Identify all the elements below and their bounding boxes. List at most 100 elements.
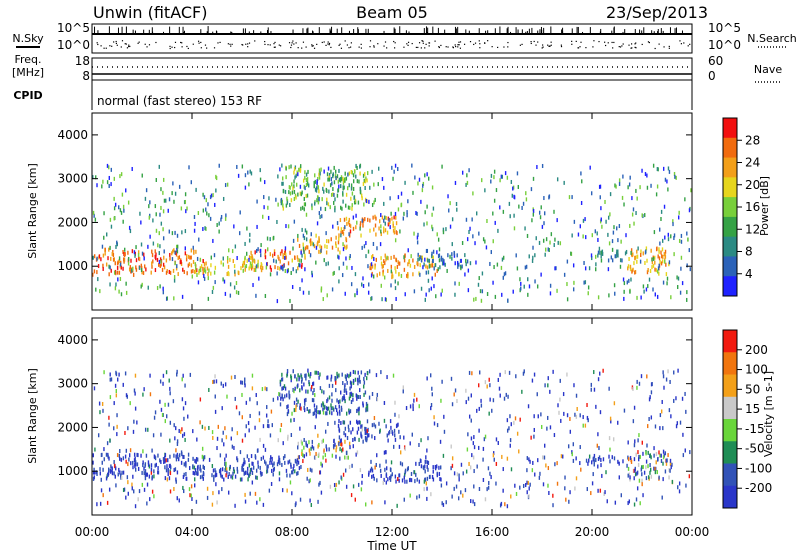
power-point: [350, 186, 353, 191]
velocity-point: [348, 410, 350, 415]
power-point: [391, 275, 393, 280]
velocity-point: [315, 370, 318, 375]
velocity-point: [236, 431, 239, 436]
velocity-point: [215, 472, 218, 477]
noise-search-dot: [328, 42, 331, 45]
velocity-point: [131, 486, 133, 491]
power-point: [244, 173, 247, 178]
power-point: [372, 241, 375, 246]
noise-search-dot: [103, 47, 105, 49]
power-point: [540, 272, 542, 277]
power-point: [130, 258, 132, 263]
power-point: [194, 221, 196, 226]
power-point: [155, 177, 158, 182]
power-point: [500, 174, 503, 179]
velocity-point: [528, 457, 530, 462]
velocity-point: [214, 409, 217, 414]
velocity-point: [144, 469, 147, 474]
velocity-point: [244, 383, 246, 388]
velocity-point: [301, 377, 303, 382]
velocity-point: [214, 394, 216, 399]
velocity-point: [164, 459, 166, 464]
power-point: [107, 256, 109, 261]
velocity-point: [159, 399, 161, 404]
velocity-point: [160, 407, 163, 412]
power-point: [356, 291, 358, 296]
power-point: [598, 246, 601, 251]
power-point: [116, 265, 119, 270]
power-point: [355, 213, 357, 218]
power-point: [466, 237, 469, 242]
velocity-point: [220, 473, 222, 478]
velocity-point: [299, 426, 301, 431]
power-point: [238, 231, 241, 236]
cpid-label: CPID: [13, 89, 42, 102]
velocity-point: [103, 457, 105, 462]
velocity-point: [225, 465, 227, 470]
noise-search-dot: [571, 43, 573, 45]
power-point: [210, 263, 212, 268]
noise-series: [92, 26, 692, 50]
power-point: [236, 256, 238, 261]
power-point: [193, 228, 196, 233]
power-point: [334, 197, 336, 202]
velocity-point: [662, 455, 665, 460]
velocity-point: [599, 410, 602, 415]
velocity-point: [356, 396, 358, 401]
velocity-point: [348, 441, 351, 446]
velocity-point: [371, 392, 374, 397]
velocity-point: [346, 455, 348, 460]
power-point: [216, 223, 218, 228]
velocity-point: [667, 369, 669, 374]
power-point: [540, 205, 542, 210]
power-point: [154, 268, 157, 273]
power-point: [380, 229, 382, 234]
power-point: [259, 248, 262, 253]
velocity-point: [134, 460, 137, 465]
power-point: [406, 213, 408, 218]
velocity-point: [659, 426, 661, 431]
power-point: [205, 226, 207, 231]
power-point: [664, 249, 667, 254]
velocity-point: [370, 459, 372, 464]
velocity-point: [293, 389, 295, 394]
velocity-point: [415, 461, 417, 466]
power-point: [631, 212, 634, 217]
noise-search-dot: [373, 46, 375, 48]
velocity-point: [317, 444, 319, 449]
velocity-point: [234, 396, 236, 401]
velocity-point: [364, 390, 367, 395]
velocity-point: [418, 494, 421, 499]
power-point: [326, 197, 328, 202]
velocity-point: [368, 395, 371, 400]
velocity-point: [296, 471, 298, 476]
velocity-point: [451, 463, 454, 468]
power-point: [122, 219, 124, 224]
power-point: [104, 247, 106, 252]
power-point: [588, 266, 591, 271]
velocity-point: [460, 462, 463, 467]
power-point: [432, 255, 434, 260]
velocity-point: [462, 471, 464, 476]
noise-search-dot: [618, 46, 620, 48]
velocity-point: [309, 467, 312, 472]
velocity-point: [254, 491, 257, 496]
power-point: [541, 163, 544, 168]
power-point: [303, 207, 305, 212]
velocity-colorbar-tick-label: -200: [745, 481, 772, 495]
velocity-point: [277, 396, 279, 401]
power-point: [323, 258, 325, 263]
velocity-point: [418, 442, 420, 447]
velocity-point: [181, 427, 183, 432]
power-point: [518, 204, 520, 209]
velocity-point: [299, 388, 301, 393]
velocity-point: [164, 456, 166, 461]
velocity-point: [514, 416, 517, 421]
power-point: [188, 165, 190, 170]
velocity-point: [457, 496, 460, 501]
power-point: [675, 175, 677, 180]
power-point: [435, 294, 437, 299]
velocity-point: [524, 483, 527, 488]
velocity-point: [251, 461, 253, 466]
noise-search-dot: [247, 43, 249, 45]
